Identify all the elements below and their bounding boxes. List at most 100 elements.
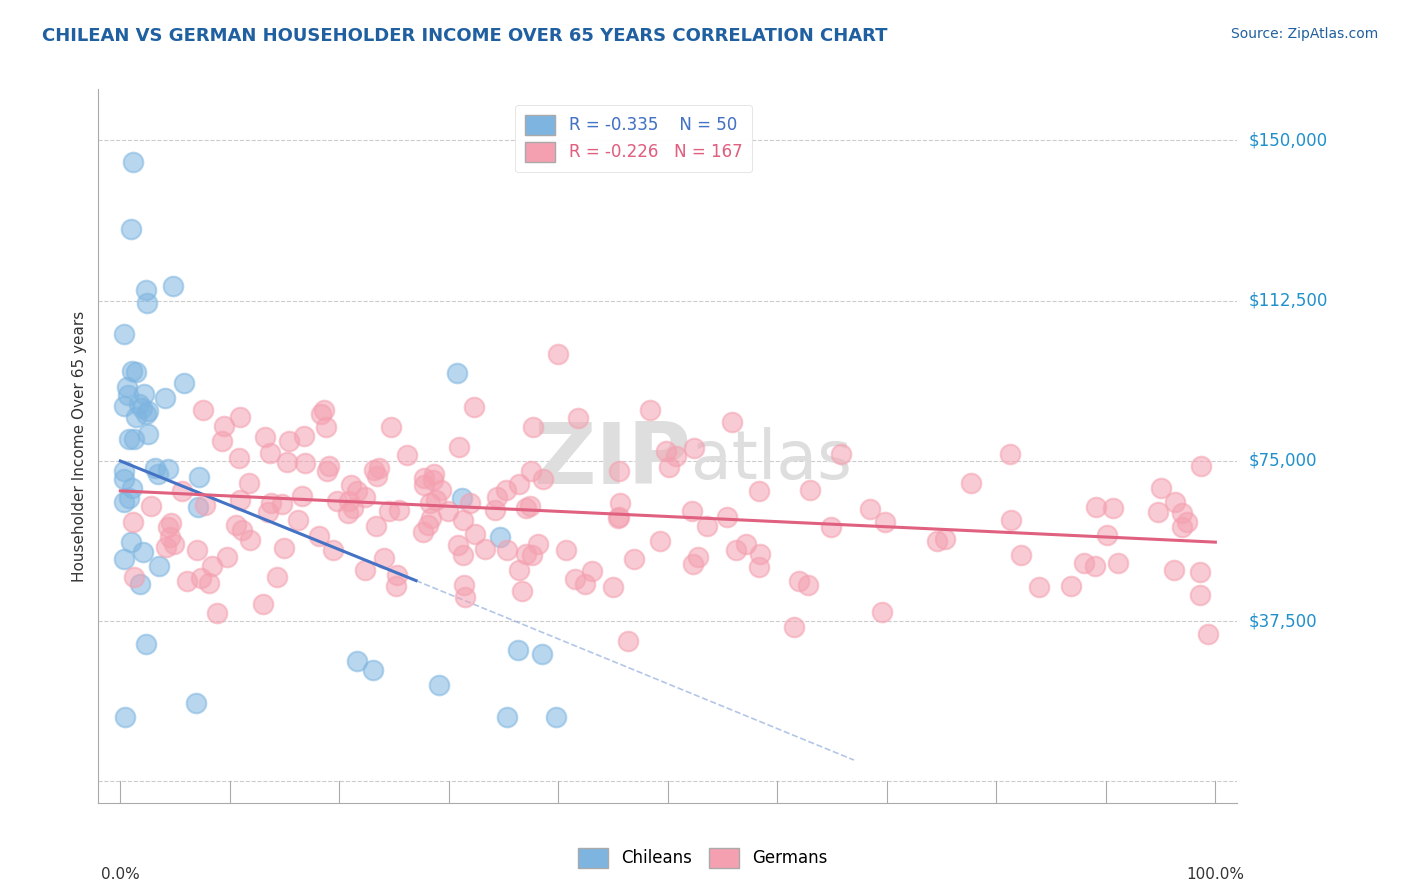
- Point: [294, 456, 316, 470]
- Point: [423, 467, 446, 481]
- Point: [136, 296, 159, 310]
- Point: [136, 404, 159, 418]
- Point: [112, 472, 135, 486]
- Point: [873, 515, 896, 529]
- Point: [112, 327, 135, 342]
- Point: [131, 545, 153, 559]
- Point: [385, 567, 408, 582]
- Point: [1189, 458, 1212, 473]
- Point: [522, 548, 544, 562]
- Point: [425, 492, 447, 507]
- Point: [112, 464, 135, 478]
- Point: [413, 471, 436, 485]
- Point: [260, 496, 283, 510]
- Point: [163, 537, 186, 551]
- Point: [124, 432, 146, 446]
- Point: [1189, 566, 1212, 580]
- Point: [198, 575, 221, 590]
- Point: [135, 407, 157, 421]
- Point: [387, 502, 409, 516]
- Point: [508, 476, 530, 491]
- Point: [1085, 500, 1108, 515]
- Point: [1197, 627, 1219, 641]
- Point: [453, 577, 475, 591]
- Point: [413, 478, 436, 492]
- Point: [519, 499, 541, 513]
- Point: [547, 347, 569, 361]
- Point: [380, 419, 402, 434]
- Point: [581, 564, 603, 578]
- Point: [510, 584, 533, 599]
- Point: [155, 541, 177, 555]
- Point: [287, 513, 309, 527]
- Point: [682, 557, 704, 571]
- Point: [1146, 505, 1168, 519]
- Point: [495, 483, 517, 497]
- Point: [187, 500, 209, 514]
- Point: [322, 543, 344, 558]
- Point: [340, 477, 363, 491]
- Point: [276, 455, 298, 469]
- Point: [734, 537, 756, 551]
- Point: [486, 490, 509, 504]
- Point: [602, 580, 624, 594]
- Point: [1107, 556, 1129, 570]
- Point: [609, 496, 631, 510]
- Point: [508, 563, 530, 577]
- Point: [496, 542, 519, 557]
- Point: [253, 430, 276, 444]
- Point: [515, 547, 537, 561]
- Point: [155, 391, 177, 405]
- Point: [337, 494, 360, 508]
- Point: [682, 442, 704, 456]
- Point: [451, 491, 474, 505]
- Point: [934, 533, 956, 547]
- Point: [252, 597, 274, 611]
- Point: [484, 503, 506, 517]
- Point: [312, 403, 335, 417]
- Point: [527, 536, 550, 550]
- Point: [422, 473, 444, 487]
- Point: [238, 476, 260, 491]
- Point: [135, 284, 157, 298]
- Point: [170, 484, 193, 499]
- Point: [1189, 588, 1212, 602]
- Point: [139, 500, 162, 514]
- Point: [927, 534, 949, 549]
- Point: [796, 578, 818, 592]
- Point: [567, 411, 589, 425]
- Point: [259, 445, 281, 459]
- Point: [782, 620, 804, 634]
- Point: [215, 550, 238, 565]
- Point: [118, 432, 141, 446]
- Point: [385, 579, 408, 593]
- Point: [135, 637, 157, 651]
- Point: [506, 643, 529, 657]
- Point: [201, 559, 224, 574]
- Point: [257, 505, 280, 519]
- Point: [720, 415, 742, 429]
- Point: [640, 403, 662, 417]
- Point: [416, 518, 439, 533]
- Point: [748, 484, 770, 499]
- Point: [326, 494, 349, 508]
- Point: [122, 154, 145, 169]
- Point: [859, 501, 882, 516]
- Point: [654, 443, 676, 458]
- Point: [134, 387, 156, 401]
- Text: $112,500: $112,500: [1249, 292, 1329, 310]
- Point: [211, 434, 233, 449]
- Point: [1164, 494, 1187, 508]
- Point: [427, 678, 450, 692]
- Point: [488, 530, 510, 544]
- Point: [574, 577, 596, 591]
- Point: [112, 551, 135, 566]
- Point: [186, 696, 208, 710]
- Point: [367, 460, 389, 475]
- Text: $37,500: $37,500: [1249, 612, 1317, 630]
- Point: [292, 429, 315, 443]
- Point: [159, 530, 181, 544]
- Point: [278, 434, 301, 449]
- Point: [1095, 527, 1118, 541]
- Point: [121, 515, 143, 529]
